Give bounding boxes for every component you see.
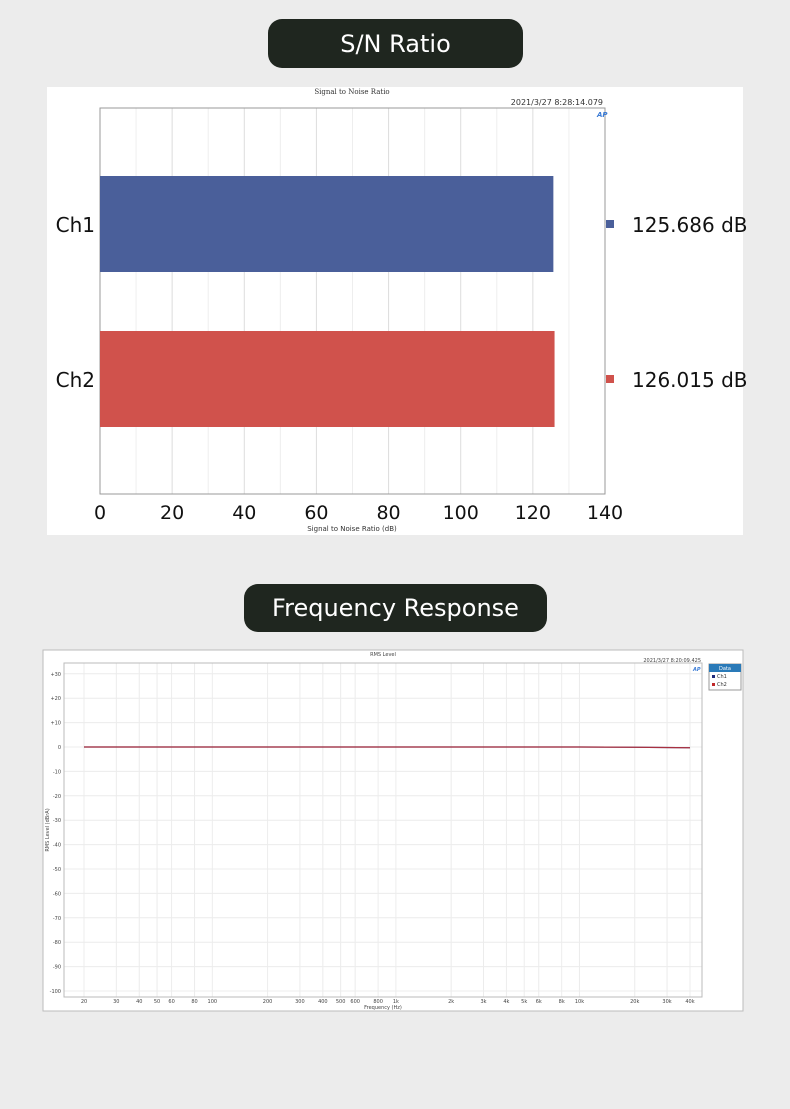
ap-logo: AP [596,111,608,119]
value-label: 125.686 dB [632,213,747,237]
bar-ch1 [100,176,554,272]
x-tick-label: 100 [443,502,479,524]
frequency-response-heading: Frequency Response [244,584,547,632]
x-tick-label: 140 [587,502,623,524]
category-label: Ch2 [56,368,95,392]
sn-ratio-heading: S/N Ratio [268,19,523,68]
legend-marker [606,220,614,228]
x-tick-label: 80 [376,502,400,524]
x-axis-label: Signal to Noise Ratio (dB) [307,525,397,533]
plot-frame [99,107,606,495]
legend-marker [606,375,614,383]
chart-timestamp: 2021/3/27 8:28:14.079 [511,98,603,107]
category-label: Ch1 [56,213,95,237]
bar-ch2 [100,331,555,427]
x-tick-label: 0 [94,502,106,524]
x-tick-label: 40 [232,502,256,524]
x-tick-label: 120 [515,502,551,524]
chart-title: Signal to Noise Ratio [314,88,389,96]
chart-background [47,87,743,535]
x-tick-label: 60 [304,502,328,524]
value-label: 126.015 dB [632,368,747,392]
x-tick-label: 20 [160,502,184,524]
